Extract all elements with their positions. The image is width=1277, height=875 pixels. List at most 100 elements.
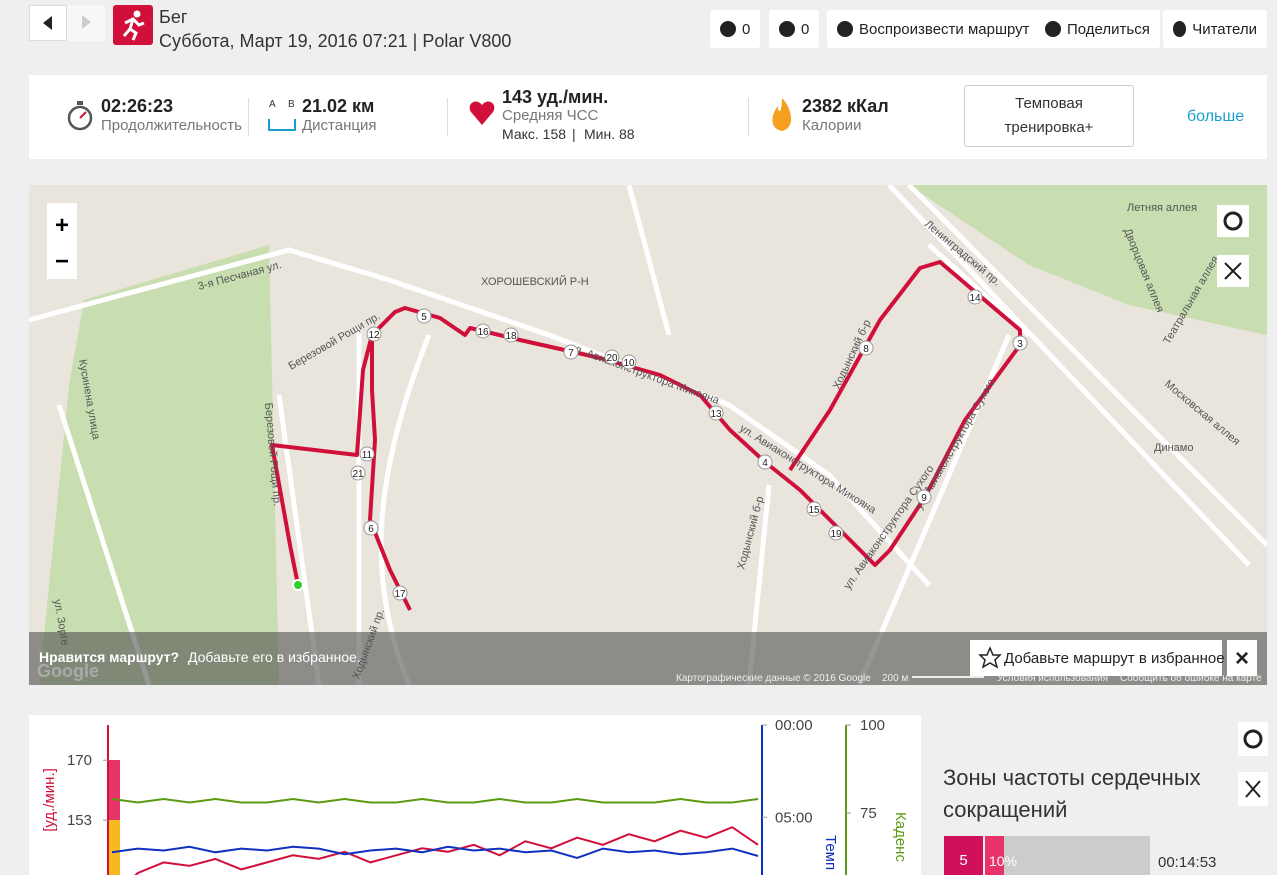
separator xyxy=(248,98,249,136)
comment-icon xyxy=(779,21,795,37)
gear-icon xyxy=(1223,211,1243,231)
replay-button[interactable]: Воспроизвести маршрут xyxy=(827,10,1040,48)
route-marker xyxy=(967,289,983,305)
like-icon xyxy=(720,21,736,37)
street-label: ХОРОШЕВСКИЙ Р-Н xyxy=(481,275,589,288)
back-icon xyxy=(43,16,52,30)
back-button[interactable] xyxy=(29,5,67,41)
close-button[interactable] xyxy=(1227,640,1257,676)
share-icon xyxy=(1045,21,1061,37)
terms[interactable]: Условия использования xyxy=(997,673,1108,684)
replay-label: Воспроизвести маршрут xyxy=(859,20,1030,38)
more-link[interactable]: больше xyxy=(1187,108,1245,125)
summary-panel xyxy=(29,75,1267,159)
calories-value: 2382 кКал xyxy=(802,96,889,116)
yticks-label: 153 xyxy=(67,812,92,829)
marker-label: 16 xyxy=(477,327,489,338)
route-marker xyxy=(828,525,844,541)
marker-label: 20 xyxy=(606,353,618,364)
start-point xyxy=(292,579,304,591)
marker-label: 6 xyxy=(368,524,374,535)
close-icon: × xyxy=(1235,645,1249,672)
share-button[interactable]: Поделиться xyxy=(1035,10,1160,48)
zones-title: Зоны частоты сердечных сокращений xyxy=(943,765,1201,822)
marker-label: 21 xyxy=(352,469,364,480)
street-label: Летняя аллея xyxy=(1127,202,1197,214)
route-marker xyxy=(858,340,874,356)
yticks-label: 170 xyxy=(67,752,92,769)
marker-label: 8 xyxy=(863,344,869,355)
route-marker xyxy=(503,327,519,343)
readers-label: Читатели xyxy=(1192,20,1257,38)
marker-label: 7 xyxy=(568,348,574,359)
route-marker xyxy=(350,465,366,481)
prompt-text: Добавьте его в избранное. xyxy=(188,649,361,665)
route-marker xyxy=(916,489,932,505)
marker-label: 18 xyxy=(505,331,517,342)
zone-number: 5 xyxy=(959,852,968,869)
map-settings[interactable] xyxy=(1217,205,1249,237)
zone-percent: 10% xyxy=(989,853,1018,869)
separator xyxy=(748,98,749,136)
y-label: [уд./мин.] xyxy=(41,768,58,832)
favorite-button[interactable] xyxy=(970,640,1222,676)
route-marker xyxy=(563,344,579,360)
share-label: Поделиться xyxy=(1067,20,1150,38)
forward-button xyxy=(67,5,105,41)
separator xyxy=(447,98,448,136)
marker-label: 14 xyxy=(969,293,981,304)
sport-icon xyxy=(113,5,153,45)
street-label: Динамо xyxy=(1154,442,1193,454)
distance-b: B xyxy=(288,99,295,110)
training-label: Темповая тренировка+ xyxy=(1004,95,1094,136)
duration-value: 02:26:23 xyxy=(101,96,174,116)
forward-icon xyxy=(82,15,91,29)
park xyxy=(39,245,279,685)
favorite-label: Добавьте маршрут в избранное xyxy=(1004,650,1225,667)
route-marker xyxy=(708,405,724,421)
calories-label: Калории xyxy=(802,117,862,134)
route-marker xyxy=(475,323,491,339)
zone-strip xyxy=(108,760,120,820)
marker-label: 12 xyxy=(368,330,380,341)
distance-a: A xyxy=(269,99,276,110)
zone-bar-fill xyxy=(985,836,1004,875)
park xyxy=(909,185,1267,335)
likes: 0 xyxy=(742,20,751,38)
fullscreen-icon xyxy=(1224,262,1242,280)
distance-value: 21.02 км xyxy=(302,96,375,116)
zoom-control[interactable] xyxy=(47,203,77,279)
like-button[interactable]: 0 xyxy=(710,10,761,48)
route-marker xyxy=(621,354,637,370)
distance-label: Дистанция xyxy=(302,117,377,134)
series-line xyxy=(111,797,759,804)
route-marker xyxy=(604,349,620,365)
zoom-out[interactable]: − xyxy=(55,248,69,275)
marker-label: 9 xyxy=(921,493,927,504)
route-marker xyxy=(416,308,432,324)
zone-number-box: 5 xyxy=(944,836,983,875)
route-marker xyxy=(757,454,773,470)
hr-min: Мин. 88 xyxy=(584,126,635,142)
runner xyxy=(122,10,145,41)
training-button[interactable]: Темповая тренировка+ xyxy=(964,85,1134,147)
stopwatch-icon xyxy=(67,101,93,131)
zones-fullscreen[interactable] xyxy=(1238,772,1268,806)
y3ticks-label: 100 xyxy=(860,717,885,734)
y2ticks-label: 05:00 xyxy=(775,809,813,826)
play-icon xyxy=(837,21,853,37)
hr-label: Средняя ЧСС xyxy=(502,107,599,124)
readers-icon xyxy=(1173,21,1187,37)
zoom-in[interactable]: + xyxy=(55,212,69,239)
flame-icon xyxy=(772,98,792,131)
zones-settings[interactable] xyxy=(1238,722,1268,756)
comment-button[interactable]: 0 xyxy=(769,10,820,48)
y3ticks-label: 75 xyxy=(860,805,877,822)
readers-button[interactable]: Читатели xyxy=(1163,10,1267,48)
duration-label: Продолжительность xyxy=(101,117,242,134)
prompt: Нравится маршрут? xyxy=(39,649,179,665)
hr-value: 143 уд./мин. xyxy=(502,87,609,107)
route-marker xyxy=(363,520,379,536)
session-subtitle: Суббота, Март 19, 2016 07:21 | Polar V80… xyxy=(159,31,512,51)
